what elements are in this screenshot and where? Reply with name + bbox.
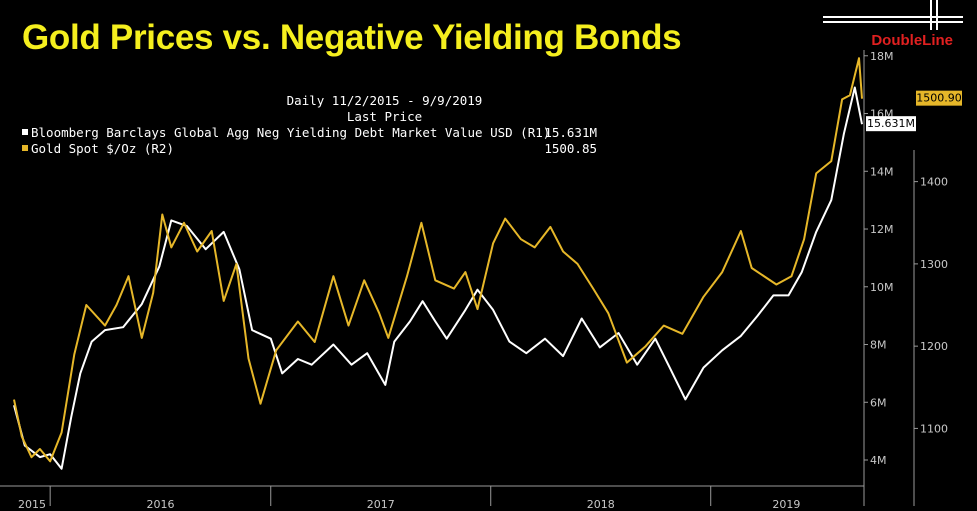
legend-date-range: Daily 11/2/2015 - 9/9/2019	[286, 93, 483, 108]
brand-name: DoubleLine	[871, 32, 953, 49]
legend-value: 1500.85	[544, 141, 597, 156]
r1-tick-label: 6M	[870, 396, 887, 409]
x-tick-label: 2017	[367, 498, 395, 511]
r1-tick-label: 14M	[870, 165, 894, 178]
x-tick-label: 2018	[587, 498, 615, 511]
series-line-gold	[13, 57, 863, 463]
logo-lines-icon	[823, 0, 963, 30]
legend-label: Gold Spot $/Oz (R2)	[31, 141, 174, 156]
r1-tick-label: 12M	[870, 223, 894, 236]
legend-swatch-gold	[22, 145, 28, 151]
last-value-badge-neg-yield	[866, 116, 916, 132]
r1-tick-label: 8M	[870, 339, 887, 352]
r2-tick-label: 1200	[920, 340, 948, 353]
x-tick-label: 2015	[18, 498, 46, 511]
legend-price-type: Last Price	[346, 109, 423, 124]
series-line-neg-yield-debt	[13, 86, 863, 470]
r2-tick-label: 1300	[920, 258, 948, 271]
legend-swatch-white	[22, 129, 28, 135]
chart-title: Gold Prices vs. Negative Yielding Bonds	[22, 18, 682, 57]
last-value-badge-gold	[916, 90, 962, 106]
legend-item-gold-spot: Gold Spot $/Oz (R2) 1500.85	[22, 141, 597, 157]
doubleline-logo: DoubleLine	[823, 0, 963, 56]
legend-item-neg-yield-debt: Bloomberg Barclays Global Agg Neg Yieldi…	[22, 125, 597, 141]
last-value-label-neg-yield: 15.631M	[867, 117, 915, 130]
x-tick-label: 2019	[772, 498, 800, 511]
legend-value: 15.631M	[544, 125, 597, 140]
r1-tick-label: 18M	[870, 50, 894, 63]
legend-label: Bloomberg Barclays Global Agg Neg Yieldi…	[31, 125, 551, 140]
x-tick-label: 2016	[146, 498, 174, 511]
chart-legend: Daily 11/2/2015 - 9/9/2019 Last Price Bl…	[22, 93, 597, 157]
r2-tick-label: 1400	[920, 176, 948, 189]
last-value-label-gold: 1500.90	[916, 92, 962, 105]
r2-tick-label: 1100	[920, 422, 948, 435]
r1-tick-label: 10M	[870, 281, 894, 294]
r1-tick-label: 4M	[870, 454, 887, 467]
